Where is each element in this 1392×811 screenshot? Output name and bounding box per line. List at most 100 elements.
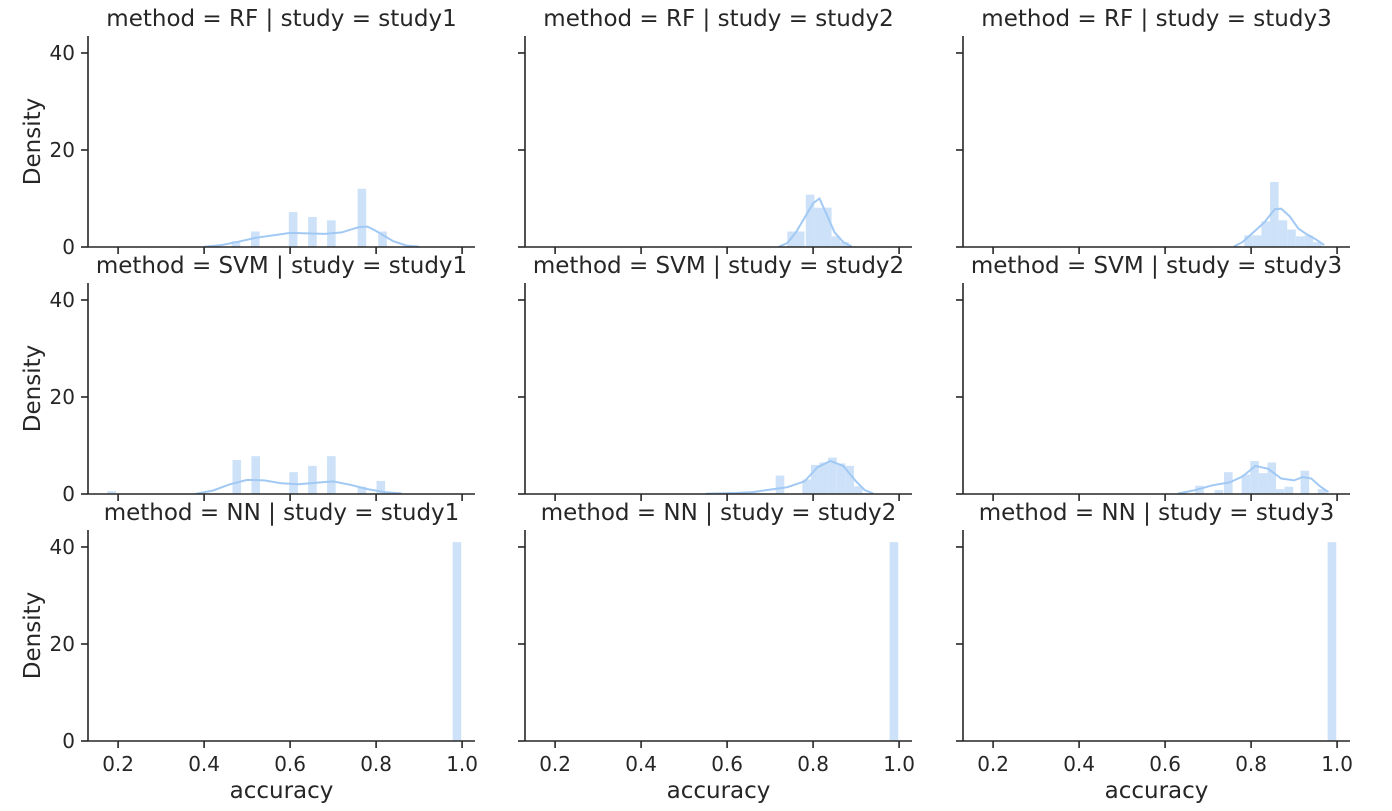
facet-panel: 0 20 40 method = SVM | study = study1 Densit… (20, 253, 475, 506)
histogram-bar (1241, 474, 1251, 494)
histogram-bar (819, 462, 829, 494)
histogram-bar (814, 207, 823, 247)
y-axis-label: Density (20, 98, 46, 185)
x-tick-label: 0.8 (360, 752, 392, 776)
histogram-bar (831, 236, 841, 247)
kde-line (204, 225, 420, 248)
kde-line (1177, 464, 1330, 495)
histogram-bar (1214, 490, 1224, 494)
histogram-bar (376, 480, 386, 494)
panel-title: method = RF | study = study1 (106, 6, 456, 32)
kde-line (778, 196, 853, 248)
facet-panel: method = RF | study = study3 (956, 6, 1350, 254)
x-axis-label: accuracy (667, 778, 771, 804)
panel-title: method = RF | study = study3 (981, 6, 1331, 32)
histogram-bar (1304, 235, 1314, 247)
histogram-bar (840, 242, 849, 247)
x-tick-label: 0.4 (188, 752, 220, 776)
facet-panel: 0.2 0.4 0.6 0.8 1.0 method = NN | study = stu… (956, 500, 1353, 804)
x-tick-label: 0.8 (797, 752, 829, 776)
x-tick-label: 1.0 (883, 752, 915, 776)
kde-line (705, 459, 874, 495)
x-tick-label: 0.4 (625, 752, 657, 776)
histogram-bar (1295, 236, 1305, 247)
x-tick-label: 0.6 (274, 752, 306, 776)
x-axis-label: accuracy (1105, 778, 1209, 804)
histogram-bar (1244, 235, 1253, 247)
kde-line (195, 478, 402, 495)
y-axis-label: Density (20, 345, 46, 432)
y-tick-label: 0 (62, 482, 75, 506)
y-tick-label: 20 (50, 632, 75, 656)
histogram-bar (288, 212, 298, 247)
facet-panel: 0 20 40 method = RF | study = study1 Density (20, 6, 475, 259)
histogram-bar (1250, 461, 1259, 494)
y-tick-label: 40 (50, 535, 75, 559)
histogram-bar (853, 486, 863, 494)
x-tick-label: 0.8 (1235, 752, 1267, 776)
y-tick-label: 40 (50, 288, 75, 312)
histogram-bar (822, 207, 832, 247)
histogram-bar (308, 216, 317, 247)
panel-title: method = SVM | study = study2 (533, 253, 904, 279)
histogram-bar (836, 463, 846, 494)
histogram-bar (1276, 489, 1285, 494)
histogram-bar (1270, 182, 1279, 247)
histogram-bar (828, 457, 837, 494)
histogram-bar (357, 188, 367, 247)
y-axis-label: Density (20, 592, 46, 679)
histogram-bar (378, 231, 387, 247)
histogram-bar (1313, 242, 1322, 247)
histogram-bar (1261, 221, 1271, 247)
x-tick-label: 0.2 (539, 752, 571, 776)
histogram-bar (775, 475, 785, 494)
histogram-bar (1327, 542, 1337, 741)
facet-panel: method = SVM | study = study3 (956, 253, 1350, 501)
y-tick-label: 20 (50, 138, 75, 162)
panel-title: method = RF | study = study2 (543, 6, 893, 32)
y-tick-label: 40 (50, 41, 75, 65)
histogram-bar (327, 456, 336, 494)
histogram-bar (1284, 486, 1294, 494)
x-tick-label: 0.6 (1149, 752, 1181, 776)
facet-panel: method = RF | study = study2 (518, 6, 912, 254)
kde-line (1233, 207, 1325, 248)
panel-title: method = NN | study = study1 (104, 500, 460, 526)
histogram-bar (308, 465, 317, 494)
histogram-bar (107, 491, 116, 494)
histogram-bar (805, 194, 815, 247)
panel-title: method = SVM | study = study1 (96, 253, 467, 279)
histogram-bar (795, 231, 805, 247)
x-tick-label: 1.0 (1321, 752, 1353, 776)
histogram-bar (1300, 470, 1310, 494)
histogram-bar (802, 479, 811, 494)
y-tick-label: 0 (62, 729, 75, 753)
histogram-bar (232, 460, 242, 494)
histogram-bar (357, 486, 367, 494)
histogram-bar (810, 464, 820, 494)
histogram-bar (452, 542, 462, 741)
histogram-bar (1317, 489, 1327, 494)
histogram-bar (1267, 462, 1277, 494)
histogram-bar (1287, 229, 1296, 247)
histogram-bar (1252, 235, 1262, 247)
y-tick-label: 20 (50, 385, 75, 409)
panel-title: method = NN | study = study2 (541, 500, 897, 526)
facet-panel: method = SVM | study = study2 (518, 253, 912, 501)
histogram-bar (251, 456, 260, 494)
x-tick-label: 0.6 (711, 752, 743, 776)
panel-title: method = SVM | study = study3 (971, 253, 1342, 279)
y-tick-label: 0 (62, 235, 75, 259)
histogram-bar (231, 241, 241, 247)
histogram-bar (250, 231, 260, 247)
x-tick-label: 0.2 (102, 752, 134, 776)
histogram-bar (889, 542, 899, 741)
facet-panel: 0.2 0.4 0.6 0.8 1.0 method = NN | study = stu… (518, 500, 915, 804)
histogram-bar (845, 465, 854, 494)
histogram-bar (1278, 220, 1288, 247)
histogram-bar (1258, 473, 1268, 494)
x-axis-label: accuracy (230, 778, 334, 804)
panel-title: method = NN | study = study3 (979, 500, 1335, 526)
x-tick-label: 1.0 (446, 752, 478, 776)
